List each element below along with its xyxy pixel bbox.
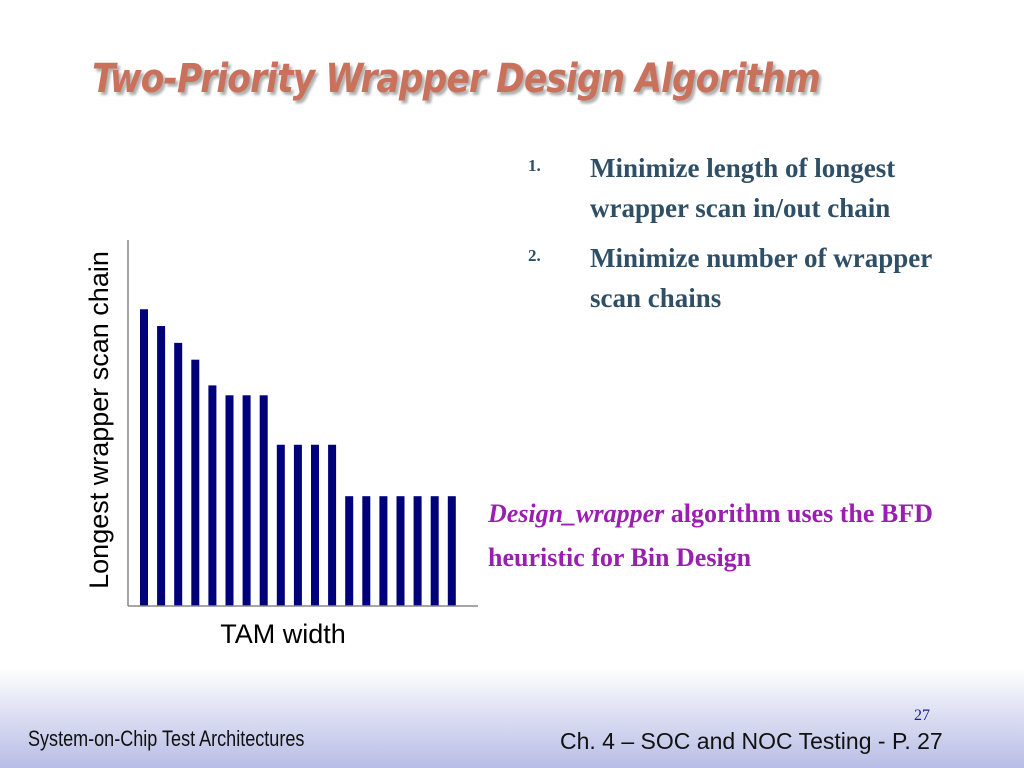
bullet-list: 1. Minimize length of longest wrapper sc… (528, 148, 968, 328)
bar-14 (362, 496, 371, 606)
bar-18 (430, 496, 439, 606)
footer-chapter: Ch. 4 – SOC and NOC Testing - P. 27 (560, 728, 943, 754)
algorithm-name: Design_wrapper (488, 499, 665, 528)
bar-10 (293, 444, 302, 606)
y-axis-label: Longest wrapper scan chain (84, 251, 114, 589)
bullet-text: Minimize number of wrapper scan chains (590, 243, 932, 313)
algorithm-note-text: algorithm uses the BFD heuristic for Bin… (488, 499, 933, 572)
bar-13 (345, 496, 354, 606)
bar-6 (225, 395, 234, 606)
bar-4 (191, 359, 200, 606)
bar-1 (140, 309, 148, 606)
bullet-number: 1. (528, 156, 541, 175)
bar-16 (396, 496, 405, 606)
bar-2 (157, 326, 166, 606)
algorithm-note: Design_wrapper algorithm uses the BFD he… (488, 492, 1018, 580)
bullet-item: 1. Minimize length of longest wrapper sc… (528, 148, 968, 228)
bullet-item: 2. Minimize number of wrapper scan chain… (528, 238, 968, 318)
bar-3 (174, 342, 183, 606)
slide-title: Two-Priority Wrapper Design Algorithm (92, 56, 821, 102)
bullet-number: 2. (528, 246, 541, 265)
bar-series (140, 309, 456, 606)
bar-15 (379, 496, 388, 606)
bar-8 (259, 395, 268, 606)
bar-12 (328, 444, 337, 606)
bullet-text: Minimize length of longest wrapper scan … (590, 153, 896, 223)
bar-5 (208, 385, 217, 606)
footer-band (0, 668, 1024, 768)
bar-chart: TAM width Longest wrapper scan chain (84, 240, 478, 649)
bar-7 (242, 395, 251, 606)
bar-17 (413, 496, 422, 606)
bar-11 (311, 444, 319, 606)
page-number: 27 (914, 707, 930, 724)
bar-9 (276, 444, 285, 606)
bar-19 (447, 496, 456, 606)
x-axis-label: TAM width (220, 619, 346, 649)
footer-book-title: System-on-Chip Test Architectures (28, 726, 305, 751)
